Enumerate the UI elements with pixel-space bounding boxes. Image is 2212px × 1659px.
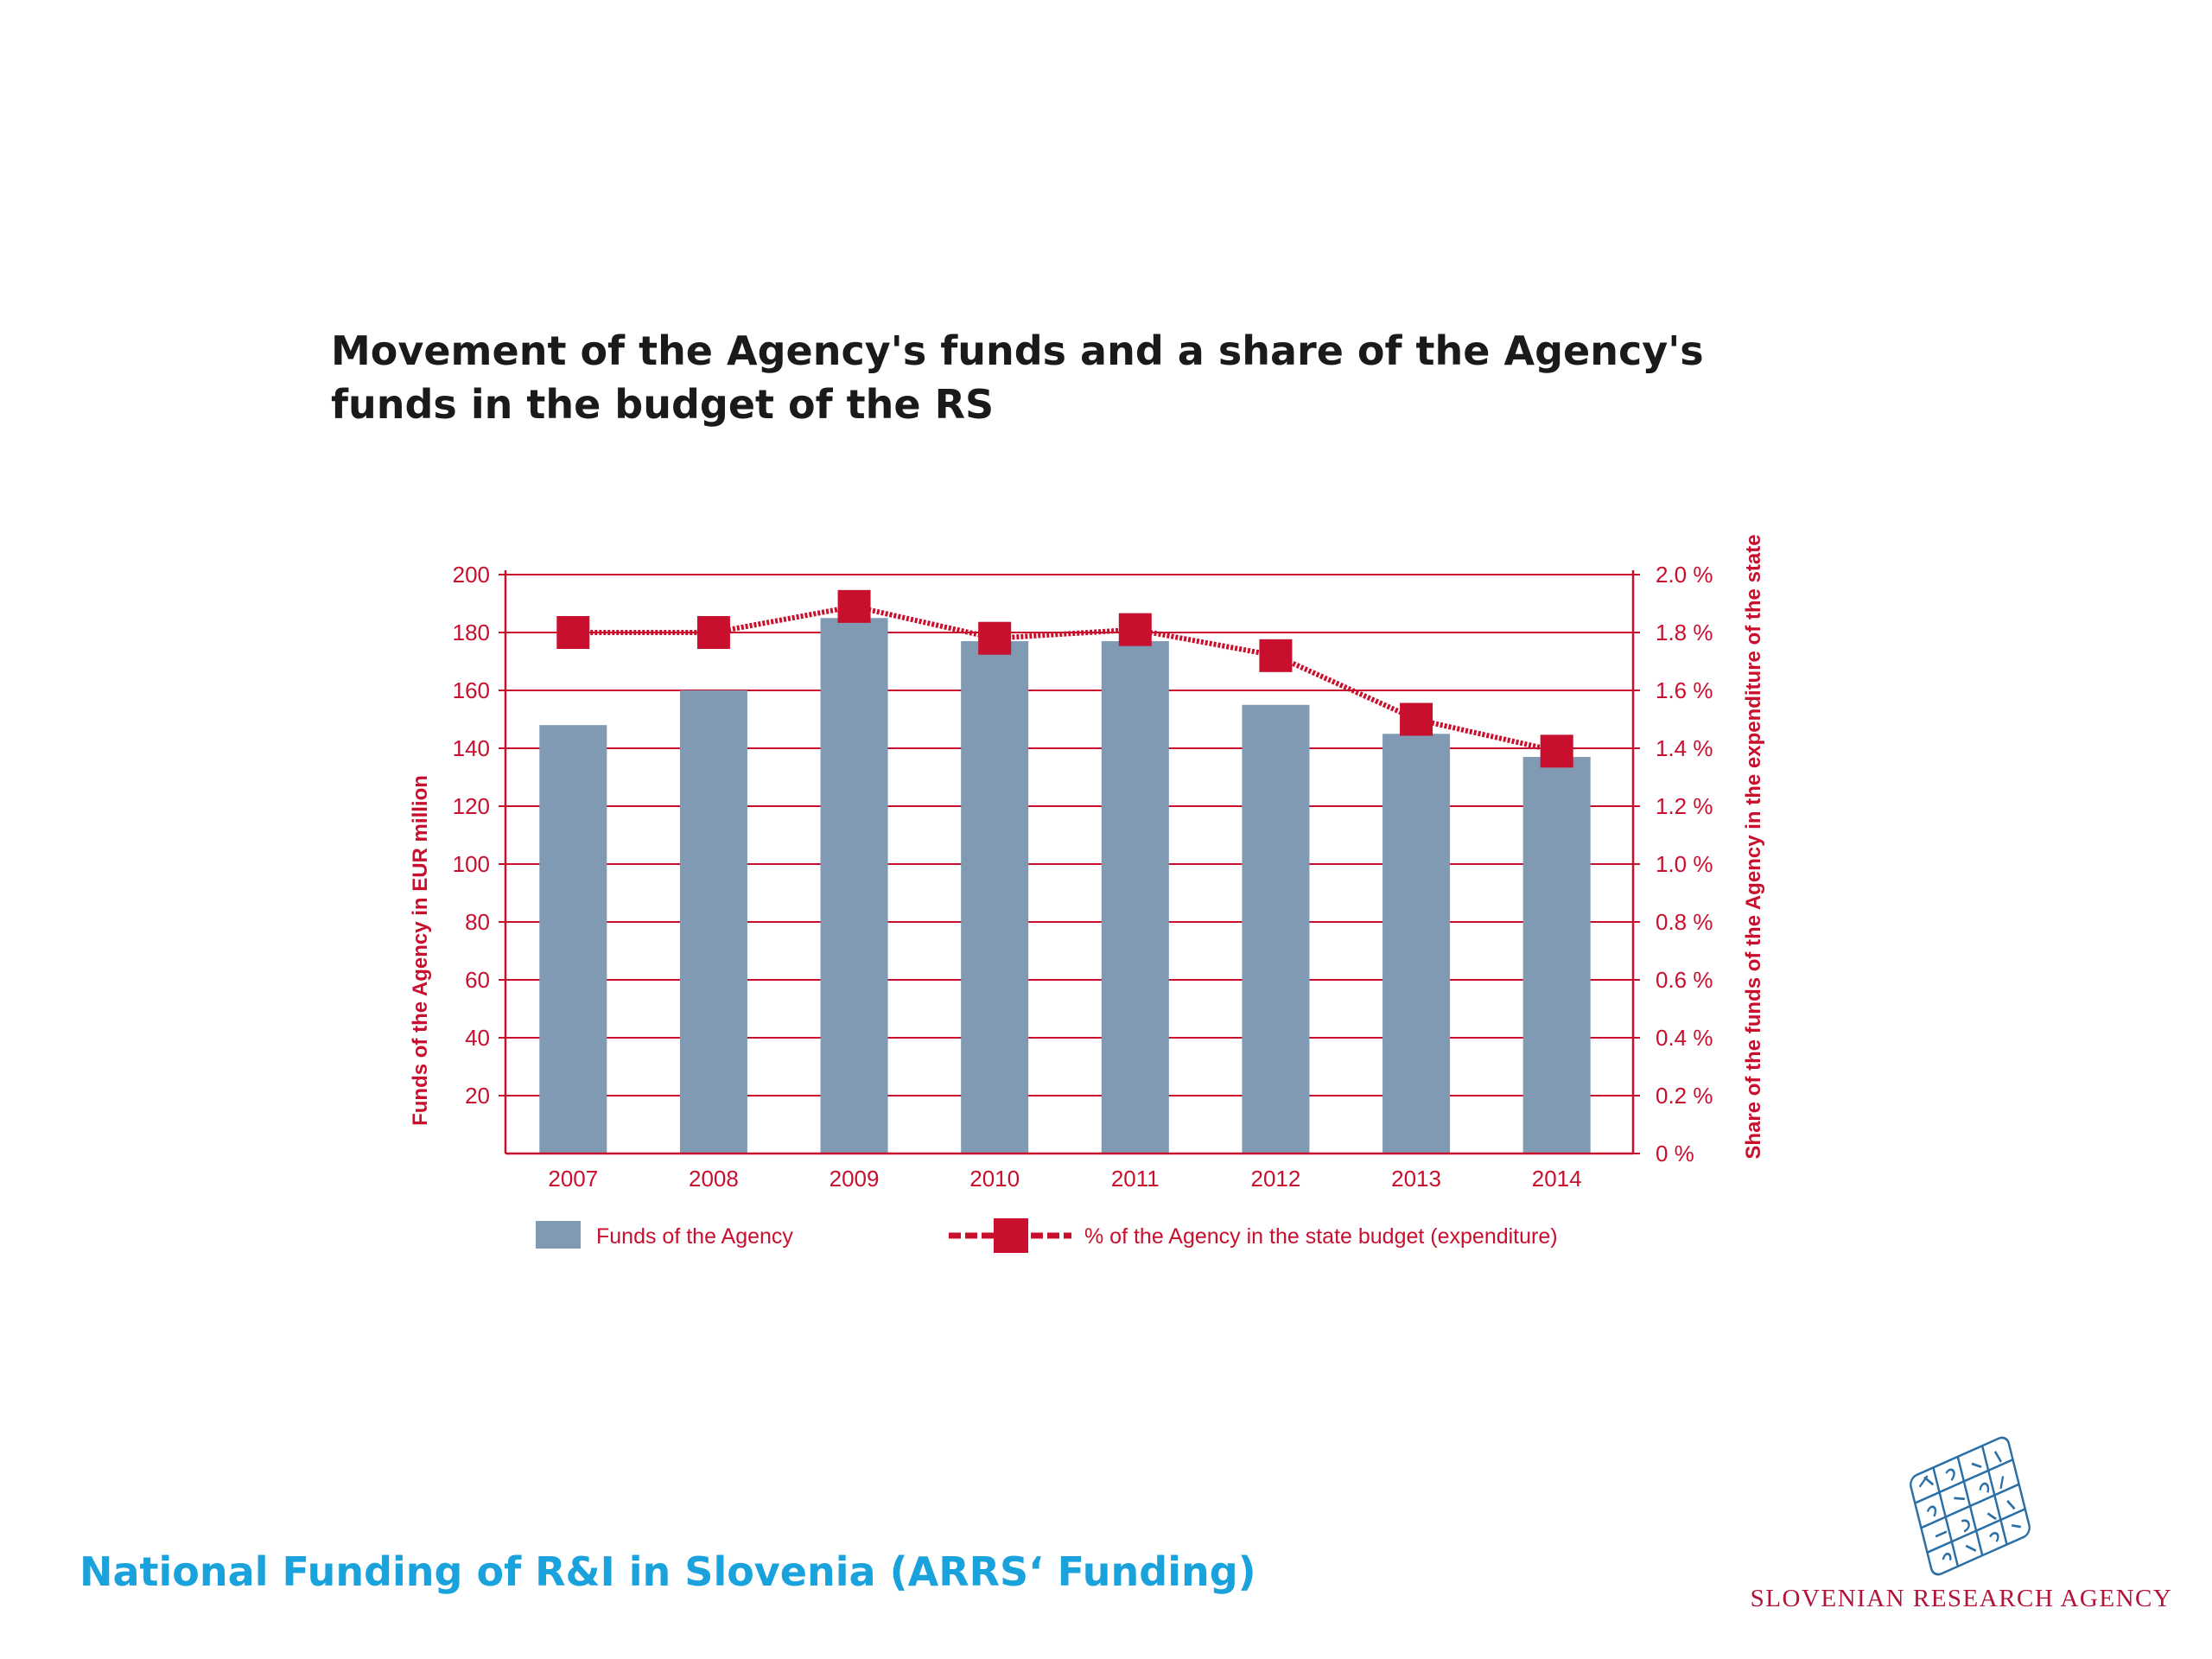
slide-title: Movement of the Agency's funds and a sha… bbox=[331, 327, 1704, 428]
line-series bbox=[573, 603, 1558, 754]
y-tick-label-left: 40 bbox=[465, 1025, 490, 1051]
y-tick-label-right: 0.6 % bbox=[1656, 967, 1713, 993]
bar bbox=[961, 641, 1029, 1154]
y-tick-label-left: 100 bbox=[453, 851, 490, 877]
y-tick-label-left: 120 bbox=[453, 793, 490, 819]
line-marker bbox=[978, 621, 1012, 655]
x-tick-label: 2014 bbox=[1532, 1166, 1582, 1192]
x-tick-label: 2007 bbox=[548, 1166, 598, 1192]
bar bbox=[1522, 757, 1591, 1154]
bar bbox=[679, 690, 747, 1154]
x-tick-label: 2009 bbox=[830, 1166, 880, 1192]
chart-axes bbox=[499, 570, 1640, 1155]
bar bbox=[539, 725, 607, 1154]
line-marker bbox=[556, 616, 590, 649]
y-tick-label-right: 0 % bbox=[1656, 1141, 1694, 1166]
logo-text: SLOVENIAN RESEARCH AGENCY bbox=[1750, 1585, 2173, 1612]
bar bbox=[1382, 734, 1451, 1154]
y-tick-label-left: 60 bbox=[465, 967, 490, 993]
y-tick-label-right: 0.2 % bbox=[1656, 1083, 1713, 1109]
line-marker bbox=[1118, 613, 1152, 646]
chart-bars bbox=[539, 618, 1591, 1154]
y-tick-label-right: 1.2 % bbox=[1656, 793, 1713, 819]
y-tick-label-left: 20 bbox=[465, 1083, 490, 1109]
y-tick-label-left: 160 bbox=[453, 677, 490, 703]
y-tick-label-left: 180 bbox=[453, 620, 490, 645]
x-tick-label: 2008 bbox=[689, 1166, 739, 1192]
chart-gridlines bbox=[505, 574, 1633, 1096]
chart-line-series bbox=[556, 589, 1573, 768]
line-marker bbox=[1540, 734, 1573, 768]
y-tick-label-left: 200 bbox=[453, 562, 490, 588]
y-axis-title-left: Funds of the Agency in EUR million bbox=[409, 775, 432, 1126]
legend-marker bbox=[994, 1218, 1028, 1253]
line-marker bbox=[837, 589, 871, 623]
bar bbox=[1242, 704, 1310, 1154]
bar bbox=[1101, 641, 1169, 1154]
y-tick-label-right: 1.8 % bbox=[1656, 620, 1713, 645]
line-marker bbox=[696, 616, 730, 649]
footer-title: National Funding of R&I in Slovenia (ARR… bbox=[79, 1548, 1256, 1595]
y-tick-label-right: 1.6 % bbox=[1656, 677, 1713, 703]
globe-grid-icon bbox=[1910, 1436, 2031, 1576]
legend-swatch-bars bbox=[536, 1221, 581, 1249]
x-tick-label: 2010 bbox=[969, 1166, 1020, 1192]
y-tick-label-right: 2.0 % bbox=[1656, 562, 1713, 588]
y-tick-label-right: 1.4 % bbox=[1656, 735, 1713, 761]
chart-labels: 20 40 60 80 100 120 140 160 180 200 0 % 0.2 % 0.4 % 0… bbox=[409, 534, 1765, 1192]
y-tick-label-right: 1.0 % bbox=[1656, 851, 1713, 877]
y-tick-label-left: 80 bbox=[465, 909, 490, 935]
legend-label-line: % of the Agency in the state budget (exp… bbox=[1084, 1224, 1558, 1249]
y-tick-label-left: 140 bbox=[453, 735, 490, 761]
legend-label-bars: Funds of the Agency bbox=[596, 1224, 793, 1249]
line-marker bbox=[1259, 639, 1293, 672]
x-tick-label: 2012 bbox=[1251, 1166, 1301, 1192]
y-tick-label-right: 0.4 % bbox=[1656, 1025, 1713, 1051]
x-tick-label: 2013 bbox=[1391, 1166, 1441, 1192]
y-axis-title-right: Share of the funds of the Agency in the … bbox=[1742, 534, 1765, 1159]
y-tick-label-right: 0.8 % bbox=[1656, 909, 1713, 935]
x-tick-label: 2011 bbox=[1111, 1166, 1160, 1192]
line-marker bbox=[1400, 702, 1433, 736]
chart-legend: Funds of the Agency % of the Agency in th… bbox=[536, 1218, 1558, 1253]
bar bbox=[820, 618, 888, 1154]
